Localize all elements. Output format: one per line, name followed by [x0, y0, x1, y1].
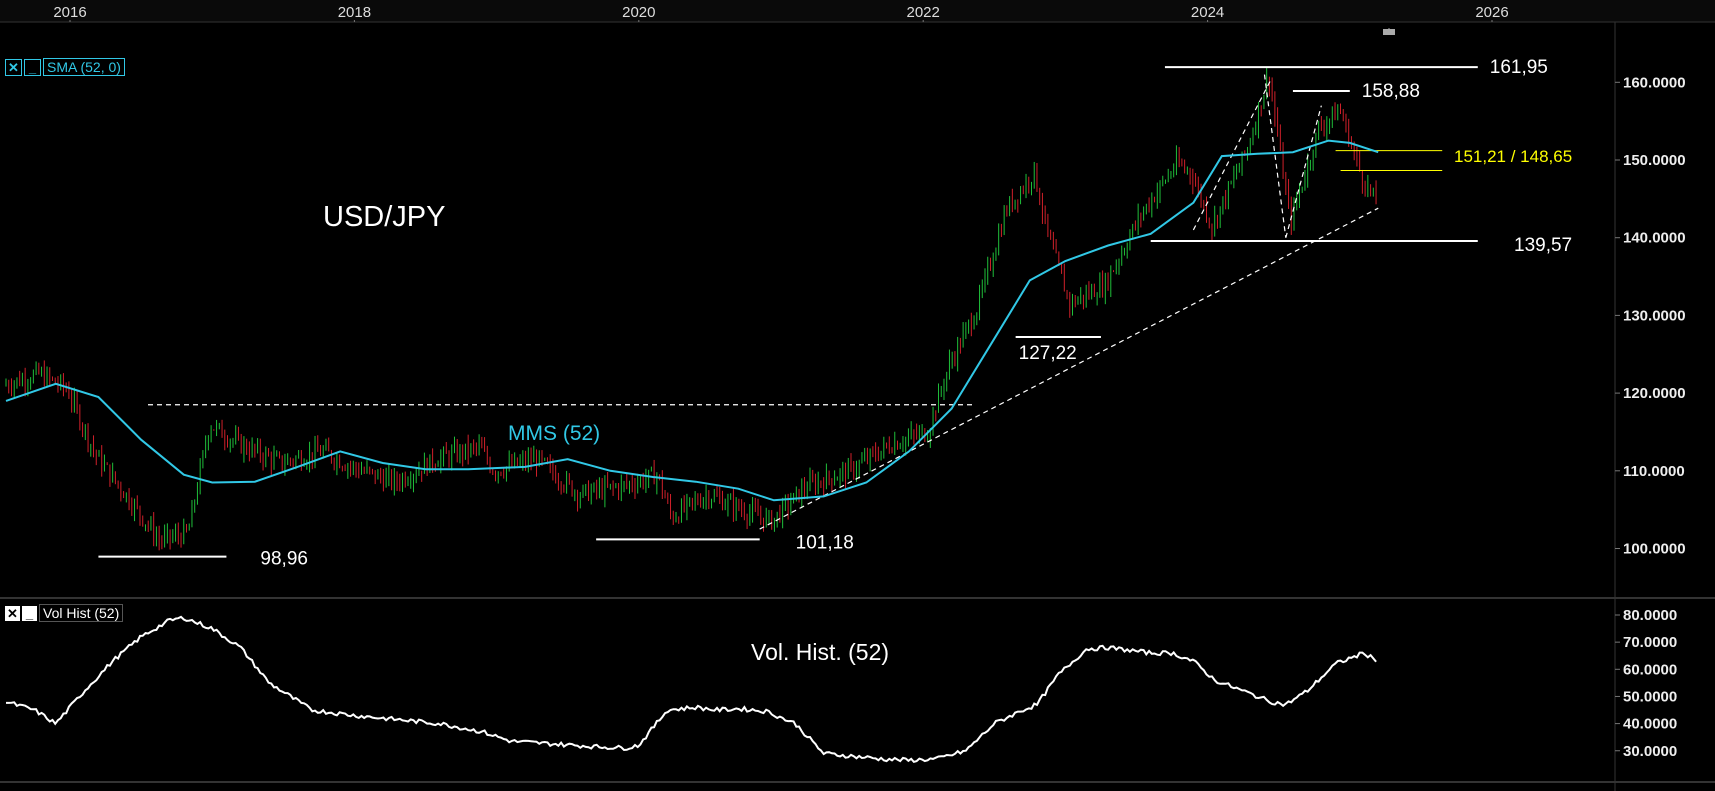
- close-icon[interactable]: ✕: [5, 58, 22, 76]
- price-candles: [5, 66, 1377, 551]
- price-tick-label: 130.0000: [1623, 307, 1686, 324]
- trend-lines: [148, 74, 1379, 530]
- level-lines: 161,95 158,88 139,57 127,22 101,18 98,96: [98, 57, 1572, 570]
- trend-segment: [1192, 78, 1273, 231]
- level-label: 101,18: [796, 532, 854, 553]
- sma-line: [5, 139, 1379, 502]
- level-label: 127,22: [1019, 343, 1077, 364]
- level-label: 139,57: [1514, 235, 1572, 256]
- highlight-level-label: 151,21 / 148,65: [1454, 147, 1572, 166]
- trend-segment: [1263, 74, 1287, 238]
- vol-tick-label: 60.0000: [1623, 661, 1677, 678]
- price-tick-label: 150.0000: [1623, 152, 1686, 169]
- vol-indicator-tag[interactable]: ✕ _ Vol Hist (52): [5, 604, 124, 622]
- time-cursor-body[interactable]: [1383, 29, 1395, 35]
- volatility-axis: 30.0000 40.0000 50.0000 60.0000 70.0000 80.00…: [1615, 607, 1677, 760]
- sma-indicator-tag[interactable]: ✕ _ SMA (52, 0): [5, 58, 125, 76]
- vol-tick-label: 30.0000: [1623, 743, 1677, 760]
- vol-tick-label: 80.0000: [1623, 607, 1677, 624]
- price-axis: 100.0000 110.0000 120.0000 130.0000 140.0000…: [1615, 74, 1686, 558]
- time-axis: 2016 2018 2020 2022 2024 2026: [53, 4, 1509, 22]
- volatility-line: [6, 615, 1377, 764]
- vol-tick-label: 50.0000: [1623, 688, 1677, 705]
- price-tick-label: 140.0000: [1623, 230, 1686, 247]
- time-tick-label: 2022: [907, 4, 940, 21]
- time-tick-label: 2018: [338, 4, 371, 21]
- uptrend-line: [759, 207, 1379, 530]
- level-label: 158,88: [1362, 81, 1420, 102]
- time-tick-label: 2020: [622, 4, 655, 21]
- time-tick-label: 2024: [1191, 4, 1224, 21]
- price-tick-label: 100.0000: [1623, 541, 1686, 558]
- level-label: 98,96: [260, 549, 308, 570]
- close-icon[interactable]: ✕: [5, 605, 20, 621]
- volatility-title: Vol. Hist. (52): [751, 639, 889, 665]
- time-tick-label: 2016: [53, 4, 86, 21]
- minimize-icon[interactable]: _: [22, 605, 37, 621]
- price-tick-label: 110.0000: [1623, 463, 1685, 480]
- vol-indicator-label[interactable]: Vol Hist (52): [39, 604, 124, 622]
- price-tick-label: 120.0000: [1623, 385, 1686, 402]
- vol-tick-label: 40.0000: [1623, 716, 1677, 733]
- instrument-title: USD/JPY: [323, 201, 445, 233]
- sma-indicator-label[interactable]: SMA (52, 0): [43, 58, 125, 76]
- sma-label: MMS (52): [508, 422, 600, 445]
- vol-tick-label: 70.0000: [1623, 634, 1677, 651]
- level-label: 161,95: [1490, 57, 1548, 78]
- minimize-icon[interactable]: _: [24, 58, 41, 76]
- price-tick-label: 160.0000: [1623, 74, 1686, 91]
- time-tick-label: 2026: [1475, 4, 1508, 21]
- trend-segment: [1285, 105, 1322, 238]
